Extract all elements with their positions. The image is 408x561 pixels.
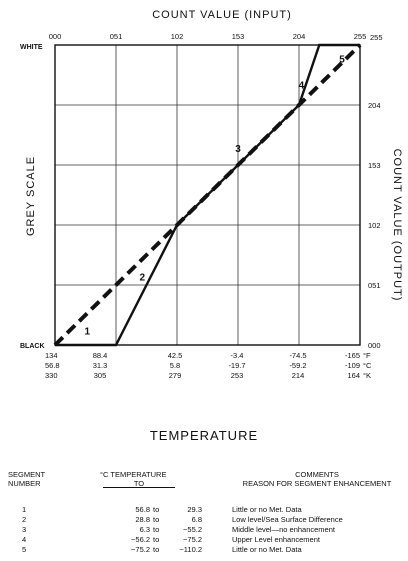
temp-to: −75.2: [183, 535, 202, 544]
segment-number: 5: [22, 545, 27, 554]
temperature-value: 279: [169, 371, 182, 380]
legend-row: 2 28.8 to 6.8 Low level/Sea Surface Differen…: [0, 515, 408, 524]
segment-number: 1: [22, 505, 27, 514]
temperature-value: 88.4: [93, 351, 108, 360]
temperature-unit: °K: [363, 371, 371, 380]
temperature-unit: °F: [363, 351, 371, 360]
header-segment-line1: SEGMENT: [8, 470, 46, 479]
temperature-title: TEMPERATURE: [149, 428, 259, 443]
temperature-value: 164: [347, 371, 360, 380]
y-tick-label: 000: [368, 341, 381, 350]
white-end-label: WHITE: [20, 44, 43, 51]
to-word: to: [153, 505, 160, 514]
enhancement-curve-chart: COUNT VALUE (INPUT) GREY SCALE COUNT VAL…: [20, 9, 403, 380]
segment-comment: Low level/Sea Surface Difference: [232, 515, 343, 524]
segment-label-2: 2: [140, 272, 146, 283]
x-tick-label: 000: [49, 32, 62, 41]
temp-to: −55.2: [183, 525, 202, 534]
y-tick-label: 255: [370, 33, 383, 42]
temperature-value: -3.4: [231, 351, 244, 360]
temperature-value: -59.2: [289, 361, 306, 370]
x-tick-label: 102: [171, 32, 184, 41]
x-tick-label: 255: [354, 32, 367, 41]
grid: [55, 45, 360, 345]
header-comments-line2: REASON FOR SEGMENT ENHANCEMENT: [242, 479, 392, 488]
temp-from: 56.8: [135, 505, 150, 514]
segment-label-5: 5: [339, 55, 345, 66]
header-temp-to: TO: [133, 479, 145, 488]
temp-to: 29.3: [187, 505, 202, 514]
to-word: to: [153, 545, 160, 554]
y-tick-labels: 000 051 102 153 204 255: [368, 33, 383, 350]
temperature-value: 134: [45, 351, 58, 360]
temp-from: −75.2: [131, 545, 150, 554]
y-tick-label: 153: [368, 161, 381, 170]
header-segment-line2: NUMBER: [8, 479, 41, 488]
temperature-value: -74.5: [289, 351, 306, 360]
x-tick-labels: 000 051 102 153 204 255: [49, 32, 367, 41]
plot-border: [54, 44, 361, 346]
segment-comment: Little or no Met. Data: [232, 505, 302, 514]
plot-frame: [54, 44, 361, 346]
segment-label-3: 3: [235, 144, 241, 155]
temp-to: −110.2: [179, 545, 202, 554]
segment-label-4: 4: [299, 81, 305, 92]
header-temp-line1: °C TEMPERATURE: [100, 470, 167, 479]
segment-comment: Little or no Met. Data: [232, 545, 302, 554]
x-axis-title: COUNT VALUE (INPUT): [152, 9, 292, 21]
series-lines: [53, 43, 362, 347]
black-end-label: BLACK: [20, 343, 45, 350]
temperature-value: 330: [45, 371, 58, 380]
temperature-value: -19.7: [228, 361, 245, 370]
temperature-unit: °C: [363, 361, 372, 370]
temperature-value: 305: [94, 371, 107, 380]
to-word: to: [153, 515, 160, 524]
temp-to: 6.8: [191, 515, 202, 524]
temperature-value: 253: [231, 371, 244, 380]
legend-row: 1 56.8 to 29.3 Little or no Met. Data: [0, 505, 408, 514]
temperature-value: 42.5: [168, 351, 183, 360]
temperature-value: -109: [345, 361, 360, 370]
y-tick-label: 051: [368, 281, 381, 290]
segment-label-1: 1: [85, 326, 91, 337]
dashed-identity-line: [53, 43, 362, 347]
temperature-value: 56.8: [45, 361, 60, 370]
header-comments-line1: COMMENTS: [295, 470, 339, 479]
y-axis-title-left: GREY SCALE: [25, 156, 37, 236]
y-tick-label: 204: [368, 101, 381, 110]
segment-labels: 1 2 3 4 5: [85, 55, 346, 338]
x-tick-label: 204: [293, 32, 306, 41]
segment-comment: Upper Level enhancement: [232, 535, 320, 544]
legend-row: 5 −75.2 to −110.2 Little or no Met. Data: [0, 545, 408, 554]
header-temp-line2: TO: [103, 479, 175, 488]
legend-row: 4 −56.2 to −75.2 Upper Level enhancement: [0, 535, 408, 544]
temperature-value: 5.8: [170, 361, 180, 370]
y-tick-label: 102: [368, 221, 381, 230]
temp-from: 6.3: [139, 525, 150, 534]
x-tick-label: 051: [110, 32, 123, 41]
to-word: to: [153, 535, 160, 544]
temp-from: −56.2: [131, 535, 150, 544]
temperature-scale: 134 88.4 42.5 -3.4 -74.5 -165 °F 56.8 31.3 5.8 -19…: [45, 351, 372, 380]
legend-row: 3 6.3 to −55.2 Middle level—no enhancement: [0, 525, 408, 534]
segment-number: 2: [22, 515, 27, 524]
segment-number: 3: [22, 525, 27, 534]
temperature-value: 214: [292, 371, 305, 380]
x-tick-label: 153: [232, 32, 245, 41]
temperature-value: -165: [345, 351, 360, 360]
temperature-value: 31.3: [93, 361, 108, 370]
to-word: to: [153, 525, 160, 534]
segment-number: 4: [22, 535, 27, 544]
temp-from: 28.8: [135, 515, 150, 524]
y-axis-title-right: COUNT VALUE (OUTPUT): [391, 149, 403, 302]
segment-comment: Middle level—no enhancement: [232, 525, 335, 534]
